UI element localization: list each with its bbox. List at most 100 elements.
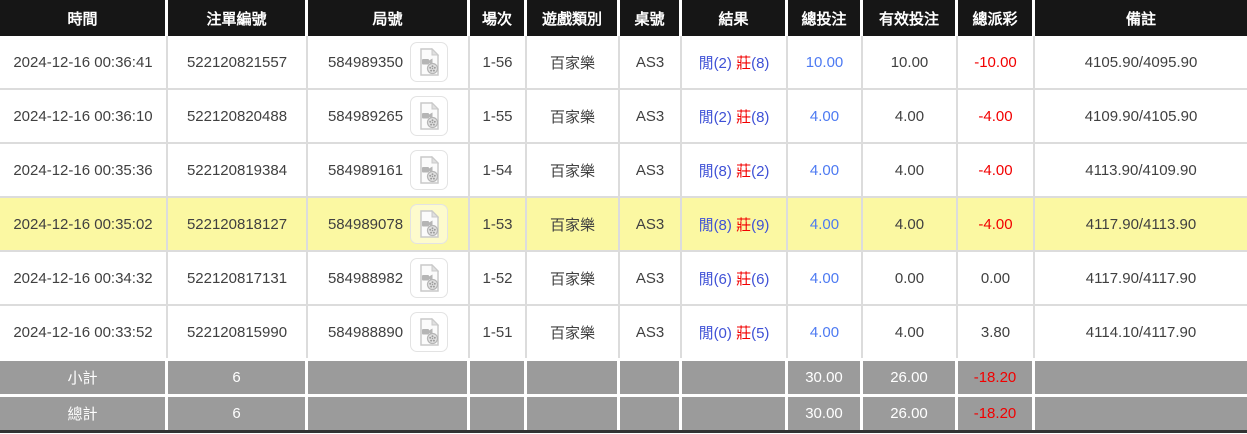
result-cell: 閒(6) 莊(6) [682, 250, 788, 304]
replay-video-button[interactable] [410, 150, 449, 190]
empty-cell [1035, 358, 1247, 394]
payout: -10.00 [974, 53, 1017, 71]
round-id: 584989350 [327, 53, 404, 71]
payout: 3.80 [980, 323, 1011, 341]
session-number: 1-51 [482, 323, 513, 341]
bet-time: 2024-12-16 00:33:52 [13, 323, 153, 341]
result-banker-label: 莊 [736, 162, 752, 180]
table-row[interactable]: 2024-12-16 00:35:02 522120818127 5849890… [0, 196, 1247, 250]
remark-cell: 4109.90/4105.90 [1035, 88, 1247, 142]
replay-video-button[interactable] [410, 312, 449, 352]
bet-time: 2024-12-16 00:35:02 [13, 215, 153, 233]
remark: 4117.90/4113.90 [1085, 215, 1197, 233]
column-header-bet_id: 注單編號 [168, 0, 308, 36]
session-number: 1-54 [482, 161, 513, 179]
result-player-score: 閒(6) [698, 270, 732, 288]
session-cell: 1-51 [470, 304, 527, 358]
round-cell: 584989161 [308, 142, 470, 196]
table-row[interactable]: 2024-12-16 00:33:52 522120815990 5849888… [0, 304, 1247, 358]
game-type-cell: 百家樂 [527, 88, 620, 142]
time-cell: 2024-12-16 00:36:41 [0, 36, 168, 88]
video-replay-icon [420, 156, 440, 184]
valid-bet-cell: 4.00 [863, 142, 958, 196]
total-payout: -18.20 [958, 394, 1035, 430]
game-type-cell: 百家樂 [527, 250, 620, 304]
round-cell: 584989078 [308, 196, 470, 250]
total-bet-cell: 10.00 [788, 36, 863, 88]
game-type-cell: 百家樂 [527, 196, 620, 250]
payout: -4.00 [978, 215, 1013, 233]
total-bet: 4.00 [809, 269, 840, 287]
empty-cell [527, 394, 620, 430]
replay-video-button[interactable] [410, 258, 449, 298]
total-bet: 4.00 [809, 215, 840, 233]
result-cell: 閒(2) 莊(8) [682, 88, 788, 142]
round-cell: 584989350 [308, 36, 470, 88]
table-row[interactable]: 2024-12-16 00:36:10 522120820488 5849892… [0, 88, 1247, 142]
time-cell: 2024-12-16 00:35:02 [0, 196, 168, 250]
table-header-row: 時間 注單編號 局號 場次 遊戲類別 桌號 結果 總投注 有效投注 總派彩 備註 [0, 0, 1247, 36]
game-type: 百家樂 [549, 324, 595, 342]
empty-cell [308, 394, 470, 430]
result-player-score: 閒(2) [698, 108, 732, 126]
subtotal-valid-bet: 26.00 [863, 358, 958, 394]
empty-cell [620, 394, 682, 430]
table-row[interactable]: 2024-12-16 00:35:36 522120819384 5849891… [0, 142, 1247, 196]
replay-video-button[interactable] [410, 42, 449, 82]
result-banker-score: (6) [751, 270, 770, 288]
result-player-score: 閒(2) [698, 54, 732, 72]
table-id: AS3 [635, 53, 665, 71]
result-banker-label: 莊 [736, 270, 752, 288]
round-id: 584988890 [327, 323, 404, 341]
result-banker-label: 莊 [736, 216, 752, 234]
remark: 4109.90/4105.90 [1084, 107, 1198, 125]
column-header-payout: 總派彩 [958, 0, 1035, 36]
session-number: 1-52 [482, 269, 513, 287]
time-cell: 2024-12-16 00:34:32 [0, 250, 168, 304]
subtotal-label: 小計 [0, 358, 168, 394]
total-bet: 10.00 [805, 53, 844, 71]
column-header-total_bet: 總投注 [788, 0, 863, 36]
total-valid-bet: 26.00 [863, 394, 958, 430]
session-number: 1-56 [482, 53, 513, 71]
table-id-cell: AS3 [620, 196, 682, 250]
total-bet-cell: 4.00 [788, 250, 863, 304]
total-bet: 4.00 [809, 323, 840, 341]
payout-cell: 0.00 [958, 250, 1035, 304]
valid-bet-cell: 0.00 [863, 250, 958, 304]
replay-video-button[interactable] [410, 96, 449, 136]
video-replay-icon [420, 318, 440, 346]
session-cell: 1-52 [470, 250, 527, 304]
total-bet-cell: 4.00 [788, 196, 863, 250]
column-header-game_type: 遊戲類別 [527, 0, 620, 36]
session-cell: 1-56 [470, 36, 527, 88]
bet-time: 2024-12-16 00:34:32 [13, 269, 153, 287]
table-row[interactable]: 2024-12-16 00:36:41 522120821557 5849893… [0, 36, 1247, 88]
column-header-table_id: 桌號 [620, 0, 682, 36]
game-type: 百家樂 [549, 162, 595, 180]
valid-bet-cell: 10.00 [863, 36, 958, 88]
bet-id: 522120818127 [186, 215, 288, 233]
replay-video-button[interactable] [410, 204, 449, 244]
total-bet-cell: 4.00 [788, 304, 863, 358]
result-cell: 閒(0) 莊(5) [682, 304, 788, 358]
bet-id-cell: 522120820488 [168, 88, 308, 142]
valid-bet: 0.00 [894, 269, 925, 287]
table-id: AS3 [635, 215, 665, 233]
table-row[interactable]: 2024-12-16 00:34:32 522120817131 5849889… [0, 250, 1247, 304]
table-id: AS3 [635, 107, 665, 125]
subtotal-count: 6 [168, 358, 308, 394]
column-header-time: 時間 [0, 0, 168, 36]
valid-bet: 4.00 [894, 107, 925, 125]
payout-cell: -4.00 [958, 196, 1035, 250]
valid-bet-cell: 4.00 [863, 88, 958, 142]
remark: 4114.10/4117.90 [1085, 323, 1197, 341]
game-type: 百家樂 [549, 108, 595, 126]
game-type: 百家樂 [549, 270, 595, 288]
empty-cell [682, 358, 788, 394]
session-number: 1-55 [482, 107, 513, 125]
subtotal-payout: -18.20 [958, 358, 1035, 394]
video-replay-icon [420, 264, 440, 292]
remark-cell: 4117.90/4117.90 [1035, 250, 1247, 304]
